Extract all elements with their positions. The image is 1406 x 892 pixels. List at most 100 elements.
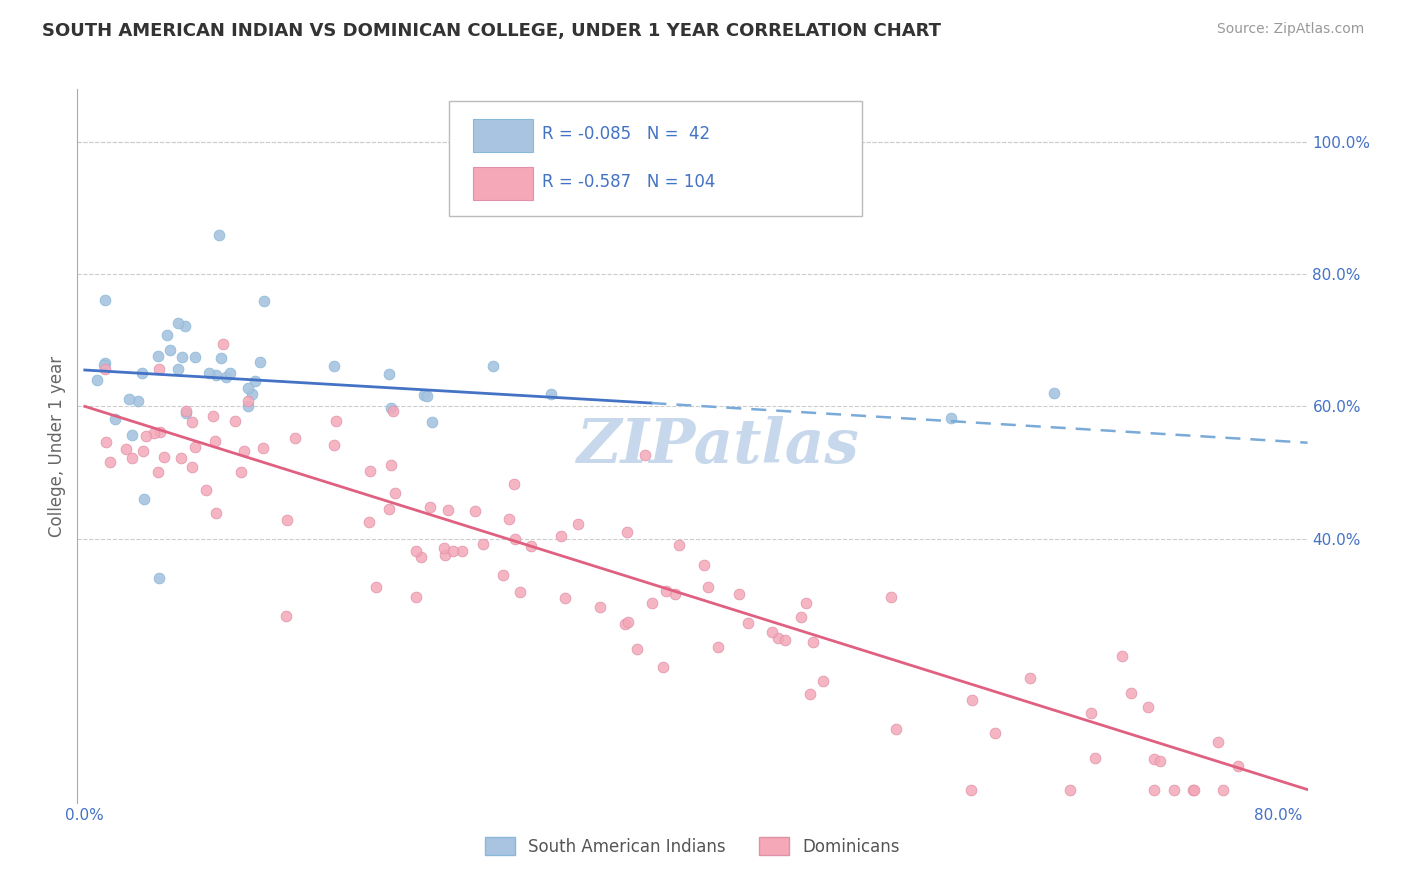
Y-axis label: College, Under 1 year: College, Under 1 year bbox=[48, 355, 66, 537]
Point bbox=[664, 587, 686, 601]
Point bbox=[212, 337, 235, 351]
Point bbox=[616, 525, 638, 540]
Text: Source: ZipAtlas.com: Source: ZipAtlas.com bbox=[1216, 22, 1364, 37]
Point bbox=[100, 455, 122, 469]
Point bbox=[170, 450, 193, 465]
Point bbox=[380, 401, 402, 416]
Point bbox=[378, 367, 401, 381]
Point bbox=[115, 442, 138, 456]
Point bbox=[323, 437, 346, 451]
Point bbox=[1136, 700, 1159, 714]
Point bbox=[567, 516, 589, 531]
Point bbox=[962, 692, 984, 706]
Point bbox=[229, 465, 252, 479]
Point bbox=[132, 443, 155, 458]
Point bbox=[984, 726, 1007, 740]
Point bbox=[492, 568, 515, 582]
Point bbox=[209, 351, 232, 366]
Point bbox=[761, 625, 783, 640]
Point bbox=[1019, 671, 1042, 685]
Point bbox=[94, 434, 117, 449]
Point bbox=[707, 640, 730, 654]
Point bbox=[357, 515, 380, 529]
Point bbox=[238, 399, 260, 413]
Point bbox=[131, 367, 153, 381]
Point bbox=[135, 428, 157, 442]
Point bbox=[450, 544, 472, 558]
Point bbox=[811, 673, 834, 688]
Point bbox=[208, 227, 231, 242]
Point bbox=[1121, 686, 1143, 700]
Point bbox=[86, 373, 108, 387]
Point bbox=[939, 411, 962, 425]
Point bbox=[219, 366, 242, 380]
Point bbox=[433, 548, 456, 562]
Point bbox=[1208, 735, 1230, 749]
Point bbox=[626, 642, 648, 657]
Point bbox=[472, 536, 495, 550]
Point bbox=[236, 382, 259, 396]
Point bbox=[249, 355, 271, 369]
Point bbox=[152, 450, 174, 465]
Point bbox=[420, 416, 443, 430]
Point bbox=[233, 443, 256, 458]
Point bbox=[180, 460, 202, 475]
Point bbox=[655, 583, 678, 598]
Point bbox=[205, 506, 228, 520]
Point bbox=[588, 600, 610, 615]
Point bbox=[416, 389, 439, 403]
Point bbox=[276, 513, 298, 527]
Point bbox=[146, 349, 169, 363]
Point bbox=[433, 541, 456, 556]
Point bbox=[156, 328, 179, 343]
Text: SOUTH AMERICAN INDIAN VS DOMINICAN COLLEGE, UNDER 1 YEAR CORRELATION CHART: SOUTH AMERICAN INDIAN VS DOMINICAN COLLE… bbox=[42, 22, 941, 40]
Point bbox=[799, 687, 821, 701]
Point bbox=[617, 615, 640, 629]
Point bbox=[405, 590, 427, 604]
Point bbox=[697, 580, 720, 594]
Point bbox=[520, 540, 543, 554]
Point bbox=[789, 610, 811, 624]
Point bbox=[93, 358, 115, 372]
Text: R = -0.085   N =  42: R = -0.085 N = 42 bbox=[543, 125, 710, 143]
Point bbox=[215, 370, 238, 384]
Point bbox=[284, 432, 307, 446]
Point bbox=[93, 362, 115, 376]
Point bbox=[773, 632, 796, 647]
Point bbox=[148, 571, 170, 585]
FancyBboxPatch shape bbox=[449, 102, 862, 216]
Point bbox=[1181, 782, 1204, 797]
Point bbox=[148, 362, 170, 376]
FancyBboxPatch shape bbox=[474, 167, 533, 200]
Point bbox=[728, 587, 751, 601]
Point bbox=[413, 388, 436, 402]
Point bbox=[959, 782, 981, 797]
Point bbox=[1149, 754, 1171, 768]
Point bbox=[224, 414, 246, 428]
Point bbox=[411, 549, 433, 564]
Point bbox=[614, 616, 637, 631]
Point bbox=[794, 596, 817, 610]
Point bbox=[205, 368, 228, 382]
Point bbox=[180, 415, 202, 429]
Point bbox=[464, 504, 486, 518]
Point bbox=[176, 406, 198, 420]
Point bbox=[668, 539, 690, 553]
Point bbox=[236, 394, 259, 409]
Point bbox=[498, 512, 520, 526]
Point bbox=[195, 483, 218, 497]
Point bbox=[170, 350, 193, 364]
Point bbox=[1111, 649, 1133, 664]
Point bbox=[1182, 782, 1205, 797]
Point bbox=[240, 387, 263, 401]
Point bbox=[382, 404, 405, 418]
Point bbox=[167, 362, 190, 376]
Point bbox=[104, 412, 127, 426]
Point bbox=[879, 591, 901, 605]
FancyBboxPatch shape bbox=[474, 120, 533, 152]
Point bbox=[359, 464, 381, 478]
Point bbox=[1212, 782, 1234, 797]
Point bbox=[1163, 782, 1185, 797]
Point bbox=[503, 476, 526, 491]
Point bbox=[252, 442, 274, 456]
